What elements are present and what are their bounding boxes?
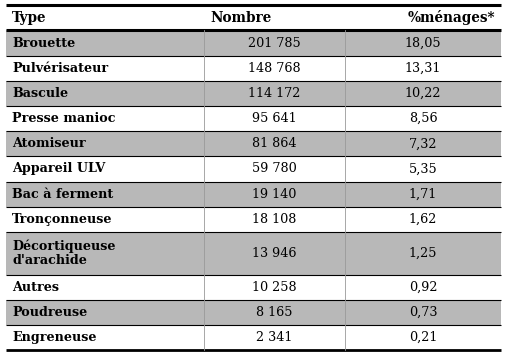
Text: 2 341: 2 341 [257,331,293,344]
Text: 0,21: 0,21 [409,331,437,344]
Text: 5,35: 5,35 [409,162,438,175]
Text: 19 140: 19 140 [252,188,297,201]
Bar [6,31,501,56]
Text: 148 768: 148 768 [248,62,301,75]
Text: 18,05: 18,05 [405,37,441,50]
Text: 1,71: 1,71 [409,188,437,201]
Text: 1,25: 1,25 [409,247,437,260]
Bar [6,182,501,207]
Text: Brouette: Brouette [12,37,76,50]
Text: Tronçonneuse: Tronçonneuse [12,213,113,226]
Text: Presse manioc: Presse manioc [12,112,116,125]
Bar [6,232,501,275]
Text: Autres: Autres [12,281,59,294]
Text: Atomiseur: Atomiseur [12,137,86,150]
Text: 13,31: 13,31 [405,62,441,75]
Text: 81 864: 81 864 [252,137,297,150]
Text: Type: Type [12,11,47,25]
Text: 10,22: 10,22 [405,87,441,100]
Bar [6,5,501,31]
Text: 0,73: 0,73 [409,306,437,319]
Text: 8,56: 8,56 [409,112,438,125]
Text: 114 172: 114 172 [248,87,301,100]
Text: Bac à ferment: Bac à ferment [12,188,114,201]
Text: 13 946: 13 946 [252,247,297,260]
Text: Poudreuse: Poudreuse [12,306,87,319]
Text: 59 780: 59 780 [252,162,297,175]
Text: 1,62: 1,62 [409,213,437,226]
Text: Engreneuse: Engreneuse [12,331,97,344]
Text: Décortiqueuse
d'arachide: Décortiqueuse d'arachide [12,239,116,267]
Text: 7,32: 7,32 [409,137,437,150]
Bar [6,300,501,325]
Text: Bascule: Bascule [12,87,68,100]
Text: 0,92: 0,92 [409,281,437,294]
Bar [6,81,501,106]
Text: 201 785: 201 785 [248,37,301,50]
Bar [6,131,501,156]
Text: Nombre: Nombre [210,11,271,25]
Text: 18 108: 18 108 [252,213,297,226]
Text: Appareil ULV: Appareil ULV [12,162,105,175]
Text: %ménages*: %ménages* [407,10,495,25]
Text: 95 641: 95 641 [252,112,297,125]
Text: 8 165: 8 165 [256,306,293,319]
Text: Pulvérisateur: Pulvérisateur [12,62,108,75]
Text: 10 258: 10 258 [252,281,297,294]
